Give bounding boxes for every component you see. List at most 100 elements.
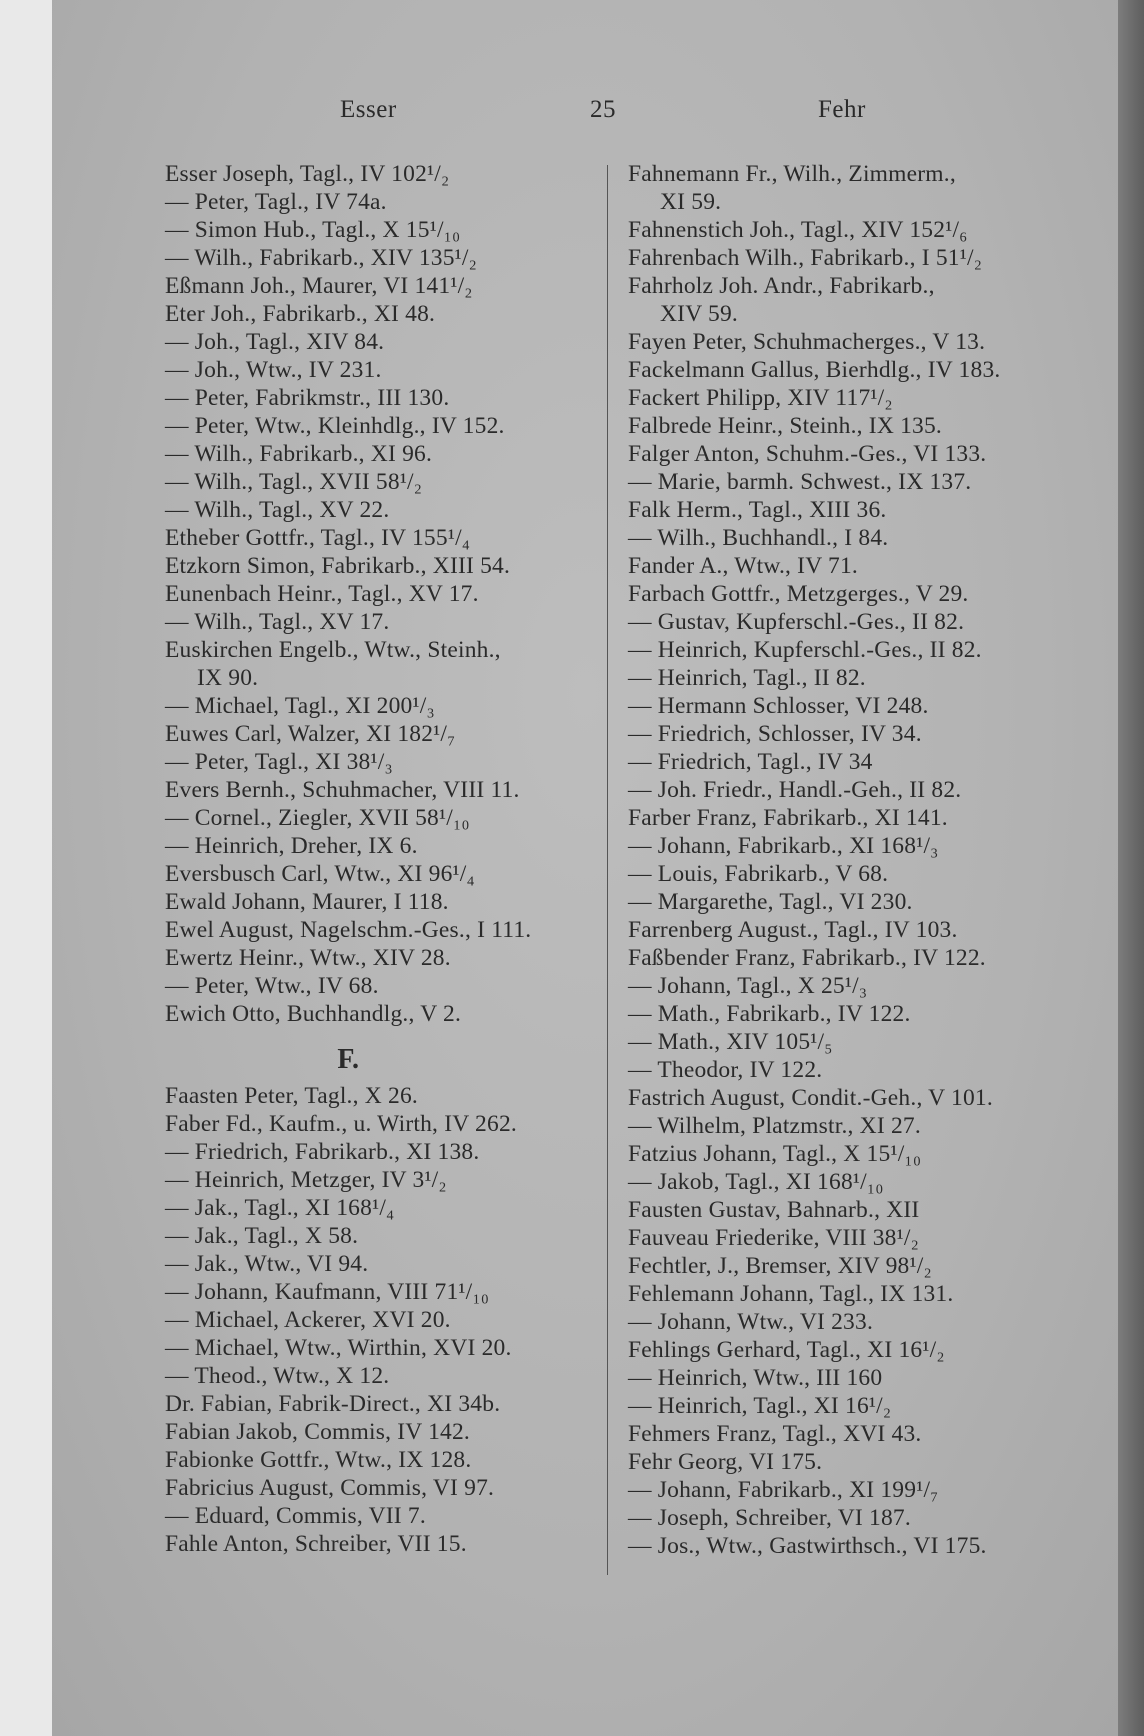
directory-entry: Fahle Anton, Schreiber, VII 15. — [165, 1531, 467, 1557]
directory-entry: — Peter, Tagl., XI 38¹/₃ — [165, 749, 393, 775]
directory-entry: — Peter, Wtw., Kleinhdlg., IV 152. — [165, 413, 505, 439]
directory-entry: — Wilh., Tagl., XVII 58¹/₂ — [165, 469, 423, 495]
entry-continuation: XI 59. — [660, 189, 722, 215]
directory-entry: Fehmers Franz, Tagl., XVI 43. — [628, 1421, 922, 1447]
directory-entry: Faasten Peter, Tagl., X 26. — [165, 1083, 418, 1109]
directory-entry: — Heinrich, Metzger, IV 3¹/₂ — [165, 1167, 447, 1193]
directory-entry: Fehlings Gerhard, Tagl., XI 16¹/₂ — [628, 1337, 945, 1363]
directory-entry: Ewich Otto, Buchhandlg., V 2. — [165, 1001, 462, 1027]
directory-entry: Etzkorn Simon, Fabrikarb., XIII 54. — [165, 553, 511, 579]
directory-entry: — Jak., Tagl., X 58. — [165, 1223, 359, 1249]
entry-list: Esser Joseph, Tagl., IV 102¹/₂ — Peter, T… — [165, 160, 531, 1028]
directory-entry: — Heinrich, Wtw., III 160 — [628, 1365, 883, 1391]
directory-entry: — Johann, Wtw., VI 233. — [628, 1309, 874, 1335]
directory-entry: Fackelmann Gallus, Bierhdlg., IV 183. — [628, 357, 1001, 383]
running-head-left: Esser — [340, 96, 397, 123]
running-head-right: Fehr — [818, 96, 866, 123]
directory-entry: Faber Fd., Kaufm., u. Wirth, IV 262. — [165, 1111, 517, 1137]
directory-entry: — Joseph, Schreiber, VI 187. — [628, 1505, 911, 1531]
directory-entry: Ewertz Heinr., Wtw., XIV 28. — [165, 945, 451, 971]
directory-entry: — Johann, Kaufmann, VIII 71¹/₁₀ — [165, 1279, 490, 1305]
entry-list: Fahnemann Fr., Wilh., Zimmerm., XI 59. Fah… — [628, 160, 1000, 1560]
directory-entry: Ewel August, Nagelschm.-Ges., I 111. — [165, 917, 532, 943]
directory-entry: — Hermann Schlosser, VI 248. — [628, 693, 929, 719]
directory-entry: Fehlemann Johann, Tagl., IX 131. — [628, 1281, 954, 1307]
directory-entry: Fehr Georg, VI 175. — [628, 1449, 823, 1475]
directory-entry: Euskirchen Engelb., Wtw., Steinh., — [165, 637, 501, 663]
directory-entry: Eßmann Joh., Maurer, VI 141¹/₂ — [165, 273, 473, 299]
scanned-page — [52, 0, 1120, 1736]
directory-entry: Fastrich August, Condit.-Geh., V 101. — [628, 1085, 993, 1111]
directory-entry: — Wilh., Tagl., XV 17. — [165, 609, 390, 635]
directory-entry: Fayen Peter, Schuhmacherges., V 13. — [628, 329, 986, 355]
section-heading: F. — [337, 1044, 359, 1075]
directory-entry: Faßbender Franz, Fabrikarb., IV 122. — [628, 945, 986, 971]
directory-entry: Etheber Gottfr., Tagl., IV 155¹/₄ — [165, 525, 471, 551]
directory-entry: — Peter, Fabrikmstr., III 130. — [165, 385, 450, 411]
directory-entry: Fahnemann Fr., Wilh., Zimmerm., — [628, 161, 956, 187]
directory-entry: Falk Herm., Tagl., XIII 36. — [628, 497, 887, 523]
directory-entry: Fauveau Friederike, VIII 38¹/₂ — [628, 1225, 919, 1251]
left-column: Esser Joseph, Tagl., IV 102¹/₂ — Peter, T… — [165, 160, 531, 1558]
directory-entry: — Simon Hub., Tagl., X 15¹/₁₀ — [165, 217, 461, 243]
directory-entry: Fabian Jakob, Commis, IV 142. — [165, 1419, 470, 1445]
directory-entry: — Jakob, Tagl., XI 168¹/₁₀ — [628, 1169, 884, 1195]
directory-entry: Evers Bernh., Schuhmacher, VIII 11. — [165, 777, 520, 803]
directory-entry: — Heinrich, Dreher, IX 6. — [165, 833, 418, 859]
directory-entry: Fabricius August, Commis, VI 97. — [165, 1475, 495, 1501]
directory-entry: Eunenbach Heinr., Tagl., XV 17. — [165, 581, 479, 607]
directory-entry: Fahnenstich Joh., Tagl., XIV 152¹/₆ — [628, 217, 968, 243]
entry-continuation: XIV 59. — [660, 301, 738, 327]
directory-entry: — Michael, Tagl., XI 200¹/₃ — [165, 693, 435, 719]
entry-continuation: IX 90. — [197, 665, 259, 691]
directory-entry: — Theodor, IV 122. — [628, 1057, 823, 1083]
directory-entry: — Johann, Tagl., X 25¹/₃ — [628, 973, 868, 999]
directory-entry: — Louis, Fabrikarb., V 68. — [628, 861, 889, 887]
directory-entry: — Wilh., Buchhandl., I 84. — [628, 525, 889, 551]
directory-entry: Farrenberg August., Tagl., IV 103. — [628, 917, 958, 943]
directory-entry: — Eduard, Commis, VII 7. — [165, 1503, 426, 1529]
directory-entry: Fahrholz Joh. Andr., Fabrikarb., — [628, 273, 935, 299]
column-divider — [607, 165, 608, 1575]
directory-entry: Falbrede Heinr., Steinh., IX 135. — [628, 413, 943, 439]
directory-entry: Fahrenbach Wilh., Fabrikarb., I 51¹/₂ — [628, 245, 983, 271]
directory-entry: — Jos., Wtw., Gastwirthsch., VI 175. — [628, 1533, 987, 1559]
directory-entry: — Wilh., Fabrikarb., XI 96. — [165, 441, 433, 467]
directory-entry: Dr. Fabian, Fabrik-Direct., XI 34b. — [165, 1391, 501, 1417]
right-column: Fahnemann Fr., Wilh., Zimmerm., XI 59. Fah… — [628, 160, 1000, 1560]
directory-entry: Farbach Gottfr., Metzgerges., V 29. — [628, 581, 969, 607]
directory-entry: — Heinrich, Tagl., II 82. — [628, 665, 866, 691]
directory-entry: — Johann, Fabrikarb., XI 168¹/₃ — [628, 833, 939, 859]
directory-entry: — Friedrich, Fabrikarb., XI 138. — [165, 1139, 480, 1165]
directory-entry: — Jak., Wtw., VI 94. — [165, 1251, 369, 1277]
directory-entry: — Wilh., Fabrikarb., XIV 135¹/₂ — [165, 245, 478, 271]
directory-entry: — Joh., Tagl., XIV 84. — [165, 329, 385, 355]
directory-entry: — Joh., Wtw., IV 231. — [165, 357, 382, 383]
directory-entry: Fabionke Gottfr., Wtw., IX 128. — [165, 1447, 472, 1473]
directory-entry: — Friedrich, Schlosser, IV 34. — [628, 721, 922, 747]
directory-entry: — Wilh., Tagl., XV 22. — [165, 497, 390, 523]
directory-entry: Ewald Johann, Maurer, I 118. — [165, 889, 449, 915]
directory-entry: — Michael, Wtw., Wirthin, XVI 20. — [165, 1335, 512, 1361]
directory-entry: Fechtler, J., Bremser, XIV 98¹/₂ — [628, 1253, 932, 1279]
page-edge-shadow — [1118, 0, 1144, 1736]
directory-entry: — Heinrich, Tagl., XI 16¹/₂ — [628, 1393, 892, 1419]
directory-entry: — Marie, barmh. Schwest., IX 137. — [628, 469, 972, 495]
directory-entry: — Wilhelm, Platzmstr., XI 27. — [628, 1113, 921, 1139]
page-number: 25 — [590, 96, 616, 123]
directory-entry: Farber Franz, Fabrikarb., XI 141. — [628, 805, 948, 831]
directory-entry: — Jak., Tagl., XI 168¹/₄ — [165, 1195, 395, 1221]
directory-entry: — Margarethe, Tagl., VI 230. — [628, 889, 913, 915]
directory-entry: — Peter, Tagl., IV 74a. — [165, 189, 387, 215]
directory-entry: Fackert Philipp, XIV 117¹/₂ — [628, 385, 893, 411]
directory-entry: Falger Anton, Schuhm.-Ges., VI 133. — [628, 441, 987, 467]
directory-entry: — Johann, Fabrikarb., XI 199¹/₇ — [628, 1477, 939, 1503]
directory-entry: — Math., Fabrikarb., IV 122. — [628, 1001, 911, 1027]
directory-entry: Fatzius Johann, Tagl., X 15¹/₁₀ — [628, 1141, 922, 1167]
directory-entry: — Michael, Ackerer, XVI 20. — [165, 1307, 451, 1333]
directory-entry: — Gustav, Kupferschl.-Ges., II 82. — [628, 609, 965, 635]
directory-entry: — Joh. Friedr., Handl.-Geh., II 82. — [628, 777, 962, 803]
directory-entry: — Peter, Wtw., IV 68. — [165, 973, 379, 999]
directory-entry: Fander A., Wtw., IV 71. — [628, 553, 859, 579]
directory-entry: Fausten Gustav, Bahnarb., XII — [628, 1197, 920, 1223]
